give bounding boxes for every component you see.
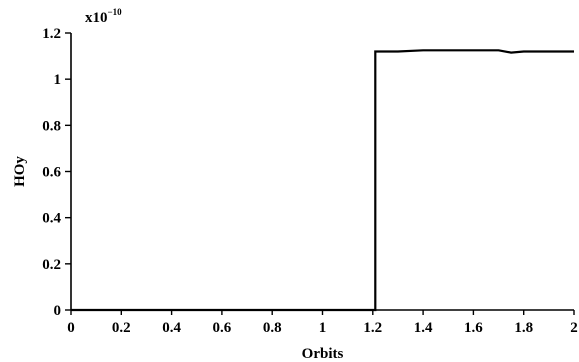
- y-ticks: 0 0.2 0.4 0.6 0.8 1 1.2: [42, 26, 71, 319]
- y-axis-title: HOy: [12, 156, 28, 187]
- x-tick-label: 1: [319, 320, 327, 336]
- x-tick-label: 1.8: [514, 320, 533, 336]
- y-tick-label: 0.6: [42, 165, 61, 181]
- y-tick-label: 1: [54, 72, 62, 88]
- axes: [70, 33, 574, 311]
- x-tick-label: 0.2: [112, 320, 131, 336]
- x-tick-label: 0.6: [213, 320, 232, 336]
- x-tick-label: 2: [570, 320, 578, 336]
- x-tick-label: 1.6: [464, 320, 483, 336]
- y-tick-label: 0: [54, 303, 62, 319]
- scale-factor-exponent: −10: [108, 7, 123, 17]
- scale-factor-base: x10: [85, 10, 108, 26]
- scale-factor-label: x10−10: [85, 7, 122, 26]
- x-axis-title: Orbits: [302, 346, 344, 362]
- x-ticks: 0 0.2 0.4 0.6 0.8 1 1.2 1.4 1.6 1.8 2: [67, 310, 578, 336]
- x-tick-label: 0.4: [162, 320, 181, 336]
- x-tick-label: 1.2: [363, 320, 382, 336]
- y-tick-label: 0.4: [42, 211, 61, 227]
- y-tick-label: 1.2: [42, 26, 61, 42]
- x-tick-label: 1.4: [414, 320, 433, 336]
- x-tick-label: 0: [67, 320, 75, 336]
- y-tick-label: 0.8: [42, 118, 61, 134]
- series-line: [71, 49, 574, 312]
- y-tick-label: 0.2: [42, 257, 61, 273]
- x-tick-label: 0.8: [263, 320, 282, 336]
